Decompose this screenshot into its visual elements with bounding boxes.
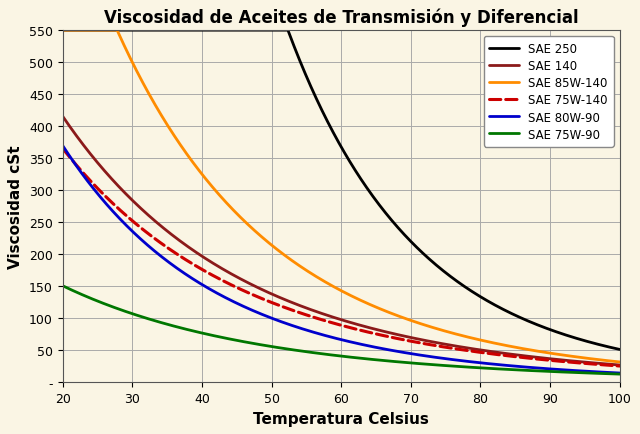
SAE 80W-90 [481,361,489,366]
SAE 75W-140 [538,357,546,362]
SAE 140 [59,114,67,119]
SAE 250 [397,229,404,234]
SAE 75W-90 [481,366,489,371]
SAE 85W-140 [397,315,404,320]
SAE 75W-140 [93,185,100,191]
SAE 80W-90 [59,144,67,149]
Title: Viscosidad de Aceites de Transmisión y Diferencial: Viscosidad de Aceites de Transmisión y D… [104,8,579,27]
Y-axis label: Viscosidad cSt: Viscosidad cSt [8,145,23,269]
SAE 250 [93,29,100,34]
Legend: SAE 250, SAE 140, SAE 85W-140, SAE 75W-140, SAE 80W-90, SAE 75W-90: SAE 250, SAE 140, SAE 85W-140, SAE 75W-1… [484,37,614,147]
SAE 75W-140 [382,334,390,339]
SAE 80W-90 [413,352,421,358]
SAE 140 [382,329,390,335]
SAE 75W-140 [59,146,67,151]
Line: SAE 250: SAE 250 [63,31,620,350]
SAE 75W-140 [413,340,421,345]
SAE 140 [538,355,546,361]
SAE 85W-140 [538,349,546,355]
Line: SAE 80W-90: SAE 80W-90 [63,146,620,373]
SAE 75W-90 [59,283,67,289]
SAE 75W-90 [93,299,100,304]
SAE 75W-90 [538,368,546,374]
SAE 75W-140 [397,337,404,342]
Line: SAE 75W-140: SAE 75W-140 [63,149,620,366]
SAE 250 [538,324,546,329]
SAE 80W-90 [397,349,404,355]
SAE 75W-140 [481,351,489,356]
SAE 80W-90 [616,371,623,376]
SAE 80W-90 [93,191,100,196]
Line: SAE 85W-140: SAE 85W-140 [63,31,620,362]
SAE 250 [59,29,67,34]
SAE 140 [413,336,421,342]
SAE 75W-90 [413,361,421,366]
SAE 75W-90 [397,360,404,365]
SAE 140 [481,348,489,353]
SAE 85W-140 [382,309,390,314]
SAE 140 [616,362,623,368]
X-axis label: Temperatura Celsius: Temperatura Celsius [253,411,429,426]
SAE 85W-140 [481,339,489,344]
SAE 85W-140 [413,320,421,326]
SAE 250 [382,211,390,217]
SAE 75W-140 [616,364,623,369]
SAE 250 [481,297,489,302]
SAE 75W-90 [382,358,390,364]
Line: SAE 140: SAE 140 [63,117,620,365]
SAE 250 [413,246,421,251]
SAE 85W-140 [93,29,100,34]
Line: SAE 75W-90: SAE 75W-90 [63,286,620,374]
SAE 250 [616,347,623,352]
SAE 80W-90 [382,347,390,352]
SAE 85W-140 [59,29,67,34]
SAE 75W-90 [616,372,623,377]
SAE 140 [93,160,100,165]
SAE 140 [397,333,404,338]
SAE 80W-90 [538,366,546,371]
SAE 85W-140 [616,359,623,365]
